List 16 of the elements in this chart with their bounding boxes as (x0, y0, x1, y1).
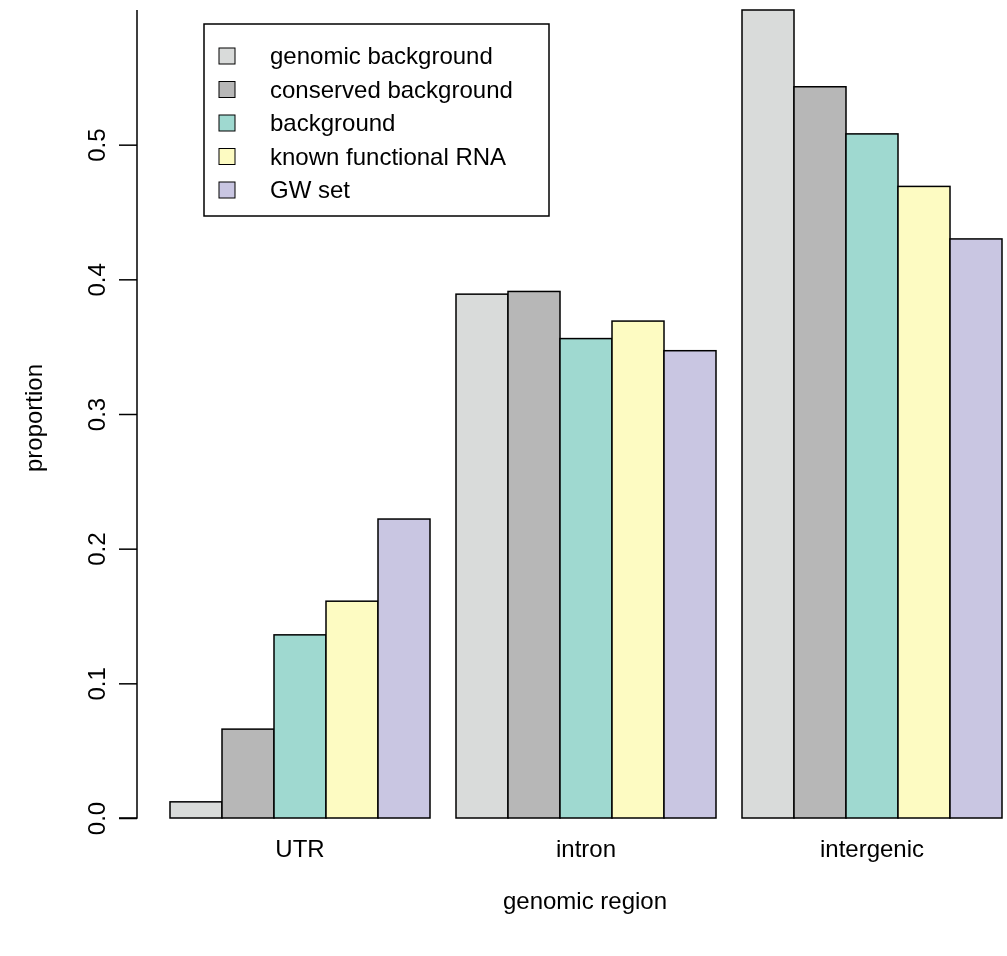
x-tick-label: intron (555, 835, 617, 862)
legend-label: genomic background (270, 42, 493, 70)
legend-label: GW set (270, 176, 351, 204)
y-tick-label: 0.3 (83, 397, 111, 432)
x-axis-title: genomic region (502, 886, 668, 914)
x-tick-label: intergenic (819, 835, 925, 862)
y-tick-label: 0.1 (83, 667, 111, 701)
y-tick-label: 0.2 (83, 532, 111, 566)
y-axis-title: proportion (20, 363, 47, 473)
x-tick-label: UTR (275, 835, 325, 862)
legend-label: background (270, 109, 396, 137)
y-tick-label: 0.5 (83, 128, 111, 162)
y-tick-label: 0.0 (83, 801, 111, 836)
y-tick-label: 0.4 (83, 263, 111, 297)
legend-label: known functional RNA (270, 142, 507, 170)
legend-label: conserved background (270, 75, 513, 103)
